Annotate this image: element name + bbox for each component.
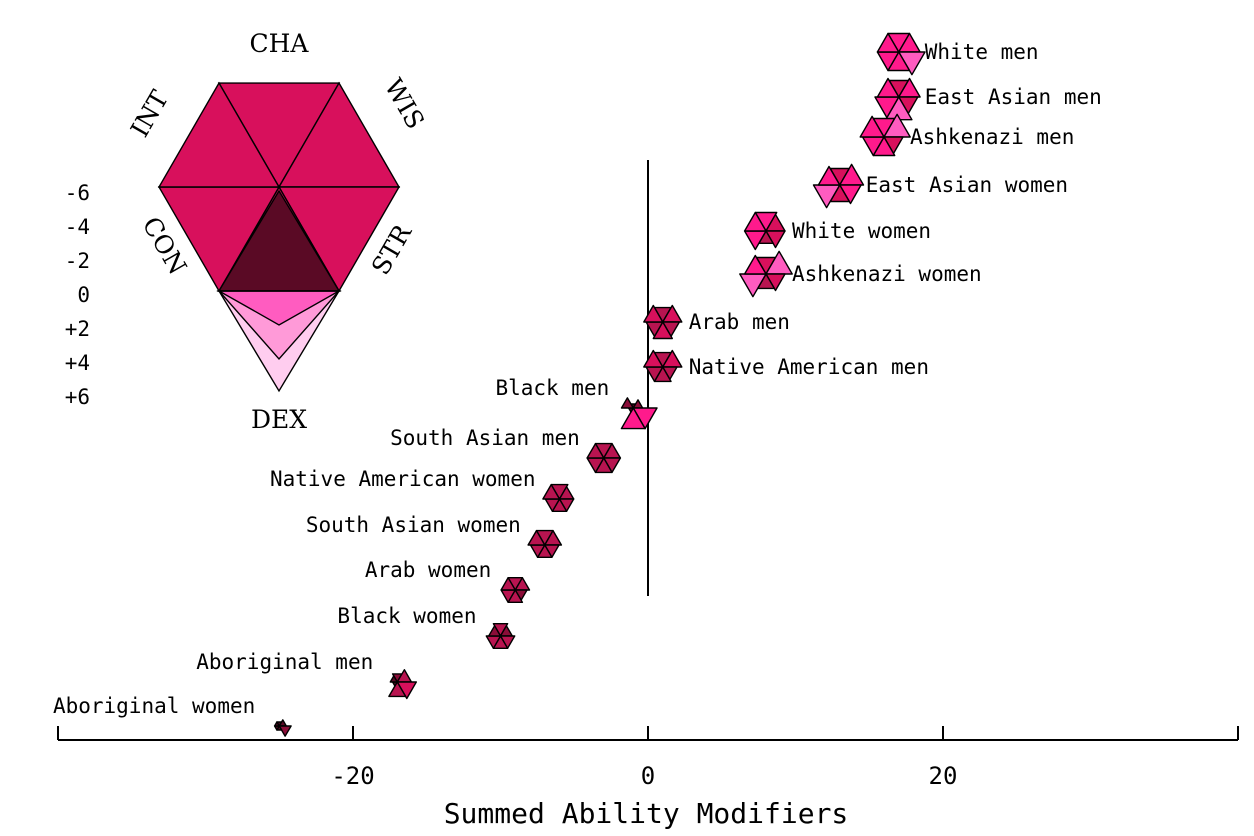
point-label: Native American men [689,355,929,379]
x-tick-label: -20 [331,762,374,790]
key-axis-label-wis: WIS [379,74,430,134]
glyph-ashkenazi-men [859,113,911,157]
key-axis-label-dex: DEX [251,405,307,434]
glyph-wedge-int [876,77,900,98]
glyph-white-women [743,211,786,251]
point-label: Aboriginal women [53,694,255,718]
glyph-east-asian-men [874,77,921,121]
glyph-east-asian-women [812,163,865,209]
glyph-black-women [485,623,516,649]
glyph-arab-men [643,304,683,340]
point-label: Arab women [365,558,491,582]
key-scale-label: -6 [65,181,90,205]
x-tick-label: 20 [929,762,958,790]
glyph-aboriginal-women [273,719,292,737]
glyph-wedge-int [527,529,546,546]
glyph-wedge-int [643,349,664,368]
key-axis-label-cha: CHA [250,29,310,58]
x-axis: -20 0 20 [57,726,1239,790]
key-scale-label: +4 [65,351,90,375]
glyph-wedge-int [620,397,634,409]
glyph-wedge-int [743,211,767,232]
point-label: East Asian men [925,85,1102,109]
glyph-black-men [620,397,658,430]
point-label: Aboriginal men [196,650,373,674]
glyph-wedge-int [743,254,767,275]
glyph-south-asian-men [586,442,622,474]
key-scale-label: +2 [65,317,90,341]
glyph-native-american-women [542,483,575,512]
glyph-wedge-int [488,625,502,637]
point-label: South Asian men [390,426,580,450]
key-hex-wedge [157,81,281,188]
chart-marks: White men East Asian men Ashkenazi men East… [53,32,1102,737]
glyph-native-american-men [643,349,683,383]
glyph-wedge-int [643,304,664,323]
point-label: Black men [495,376,609,400]
glyph-wedge-dex [388,681,407,698]
glyph-wedge-str [278,725,292,737]
key-axis-label-int: INT [125,85,174,142]
point-label: South Asian women [306,513,521,537]
glyph-aboriginal-men [388,669,417,700]
glyph-ashkenazi-women [739,250,793,298]
point-label: White men [925,40,1039,64]
glyph-wedge-wis [278,719,287,727]
point-label: Ashkenazi women [792,262,982,286]
key-scale-label: 0 [77,283,90,307]
glyph-south-asian-women [527,529,563,558]
point-label: East Asian women [866,173,1068,197]
point-label: Native American women [270,467,536,491]
glyph-wedge-int [586,442,605,459]
key-scale-label: +6 [65,385,90,409]
glyph-wedge-int [273,721,280,727]
point-label: Ashkenazi men [910,125,1074,149]
x-tick-label: 0 [641,762,655,790]
point-label: White women [792,219,931,243]
glyph-arab-women [500,577,531,603]
point-label: Black women [337,604,476,628]
point-label: Arab men [689,310,790,334]
glyph-wedge-int [389,675,398,683]
glyph-wedge-int [876,32,900,53]
glyph-white-men [876,32,926,76]
x-axis-title: Summed Ability Modifiers [444,797,849,830]
glyph-wedge-int [859,115,885,138]
key-scale-label: -2 [65,249,90,273]
glyph-wedge-int [500,577,516,591]
glyph-wedge-int [817,165,841,186]
glyph-wedge-int [542,483,561,500]
key-scale-label: -4 [65,215,90,239]
glyph-wedge-dex [620,407,646,430]
